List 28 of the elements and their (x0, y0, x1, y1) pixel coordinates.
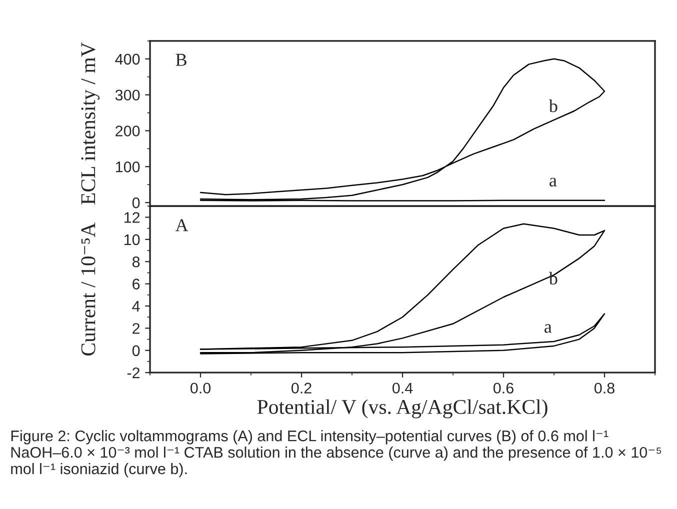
y-tick-label: 100 (116, 162, 140, 172)
y-axis-title: Current / 10⁻⁵A (81, 222, 96, 356)
x-tick-label: 0.2 (291, 382, 312, 394)
annotation: a (550, 178, 557, 186)
y-tick-label: 0 (132, 345, 140, 356)
annotation: A (175, 219, 188, 232)
y-tick-label: 4 (132, 301, 140, 312)
y-tick-label: 12 (124, 212, 140, 223)
y-tick-label: 0 (132, 197, 140, 208)
y-tick-label: 200 (116, 126, 140, 136)
x-tick-label: 0.4 (392, 382, 413, 394)
caption: Figure 2: Cyclic voltammograms (A) and ECL intensity–potential curves (B) of 0.6 mol l⁻¹ NaOH–6.0 × 10⁻³ mol l⁻¹ CTAB solution in the absence (curve a) and the presence of 1.0 × 10⁻⁵ mol l⁻¹ isoniazid (curve b). (11, 430, 662, 478)
y-tick-label: 6 (132, 278, 140, 290)
x-tick-label: 0.0 (190, 382, 211, 394)
x-axis-title: Potential/ V (vs. Ag/AgCl/sat.KCl) (257, 399, 548, 418)
annotation: B (176, 54, 186, 66)
annotation: b (548, 272, 558, 285)
annotation: b (548, 99, 558, 112)
annotation: a (544, 324, 552, 333)
x-tick-label: 0.8 (594, 382, 614, 394)
y-tick-label: -2 (127, 367, 140, 378)
y-tick-label: 300 (115, 90, 140, 101)
y-tick-label: 8 (132, 256, 140, 268)
y-tick-label: 400 (115, 54, 140, 65)
x-tick-label: 0.6 (493, 382, 514, 394)
y-tick-label: 2 (132, 323, 140, 334)
y-tick-label: 10 (124, 234, 140, 246)
y-axis-title: ECL intensity / mV (81, 42, 100, 204)
